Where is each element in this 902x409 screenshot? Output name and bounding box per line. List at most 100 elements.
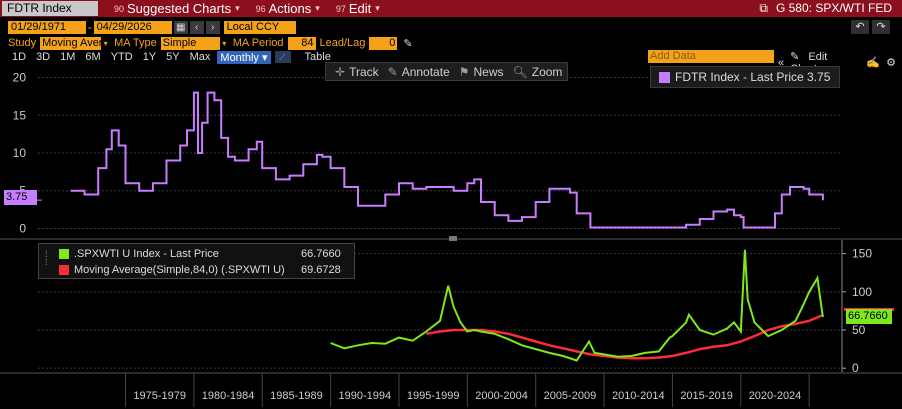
date-range-row: 01/29/1971 - 04/29/2026 ▦ ‹ › Local CCY … [0, 20, 902, 35]
drag-handle-icon[interactable]: ⁞ ⁞ [45, 249, 48, 267]
upper-y-tick-label: 20 [13, 71, 27, 85]
edit-icon[interactable]: ✍ [866, 57, 881, 69]
news-label: News [473, 64, 504, 79]
date-separator: - [88, 21, 92, 34]
upper-legend[interactable]: FDTR Index - Last Price 3.75 [650, 66, 840, 88]
chevron-down-icon: ▾ [219, 36, 229, 50]
legend-value: 66.7660 [301, 248, 341, 260]
track-label: Track [349, 64, 379, 79]
undo-icon[interactable]: ↶ [851, 20, 869, 34]
last-price-tag-upper: 3.75 [4, 190, 37, 205]
lower-y-tick-label: 50 [852, 323, 866, 337]
legend-swatch [59, 265, 69, 275]
table-button[interactable]: Table [304, 51, 331, 63]
redo-icon[interactable]: ↷ [872, 20, 890, 34]
spxwti-series-line [330, 249, 824, 362]
x-tick-label: 2005-2009 [544, 390, 597, 402]
legend-row: Moving Average(Simple,84,0) (.SPXWTI U) [59, 264, 285, 276]
chart-id-label: G 580: SPX/WTI FED [775, 1, 892, 15]
frequency-value: Monthly [220, 51, 259, 64]
pencil-icon: ✎ [790, 51, 803, 63]
frequency-select[interactable]: Monthly ▾ [217, 50, 271, 64]
study-select[interactable]: Moving Aver ▾ [40, 36, 111, 50]
x-tick-label: 1975-1979 [133, 390, 186, 402]
track-button[interactable]: ✛ Track [335, 65, 379, 79]
legend-row: .SPXWTI U Index - Last Price [59, 248, 219, 260]
zoom-label: Zoom [531, 64, 563, 79]
chevron-down-icon: ▾ [101, 36, 111, 50]
ma-type-select[interactable]: Simple ▾ [160, 36, 229, 50]
ma-period-label: MA Period [232, 37, 284, 49]
legend-value: 69.6728 [301, 264, 341, 276]
top-bar: FDTR Index 90 Suggested Charts ▾ 96 Acti… [0, 0, 902, 17]
add-data-input[interactable]: Add Data [648, 50, 774, 63]
next-icon[interactable]: › [205, 21, 220, 34]
study-row: Study Moving Aver ▾ MA Type Simple ▾ MA … [0, 36, 902, 50]
lower-legend[interactable]: ⁞ ⁞ .SPXWTI U Index - Last Price 66.7660 … [38, 243, 355, 279]
news-button[interactable]: ⚑ News [459, 65, 504, 79]
x-tick-label: 2000-2004 [475, 390, 528, 402]
x-tick-label: 2015-2019 [680, 390, 733, 402]
ma-type-label: MA Type [114, 37, 157, 49]
prev-icon[interactable]: ‹ [189, 21, 204, 34]
fdtr-series-line [70, 91, 824, 229]
period-5y[interactable]: 5Y [166, 51, 180, 63]
zoom-button[interactable]: 🔍︎ Zoom [513, 65, 563, 79]
x-tick-label: 1980-1984 [202, 390, 255, 402]
x-tick-label: 1995-1999 [407, 390, 460, 402]
period-1y[interactable]: 1Y [142, 51, 157, 63]
chevron-down-icon: ▾ [315, 3, 320, 13]
lower-y-tick-label: 150 [852, 247, 872, 261]
news-icon: ⚑ [458, 64, 470, 79]
start-date-input[interactable]: 01/29/1971 [8, 21, 86, 34]
annotate-button[interactable]: ✎ Annotate [388, 65, 450, 79]
actions-menu[interactable]: 96 Actions ▾ [256, 1, 320, 16]
upper-y-tick-label: 10 [13, 146, 27, 160]
period-max[interactable]: Max [189, 51, 211, 63]
x-tick-label: 1985-1989 [270, 390, 323, 402]
x-tick-label: 2020-2024 [749, 390, 802, 402]
chevron-down-icon: ▾ [262, 51, 268, 64]
chart-id: ⧉ G 580: SPX/WTI FED [759, 0, 892, 17]
annotate-label: Annotate [401, 64, 450, 79]
collapse-icon[interactable]: « [778, 56, 785, 69]
menu-number: 90 [114, 3, 125, 14]
panel-resize-handle [449, 236, 457, 241]
menu-label: Edit [348, 1, 372, 16]
legend-value: 3.75 [807, 70, 831, 84]
lower-y-tick-label: 100 [852, 285, 872, 299]
calendar-icon[interactable]: ▦ [173, 21, 188, 34]
chevron-down-icon: ▾ [235, 3, 240, 13]
chart-type-icon[interactable]: ⟋ [274, 51, 291, 63]
lower-y-tick-label: 0 [852, 361, 859, 375]
external-link-icon[interactable]: ⧉ [759, 1, 768, 15]
period-6m[interactable]: 6M [85, 51, 101, 63]
pencil-icon[interactable]: ✎ [403, 37, 413, 50]
period-row: 1D 3D 1M 6M YTD 1Y 5Y Max Monthly ▾ ⟋ Ta… [0, 50, 902, 75]
chart-svg[interactable]: 051015200501001501975-19791980-19841985-… [0, 62, 902, 409]
study-label: Study [8, 37, 37, 49]
menu-number: 96 [255, 3, 266, 14]
upper-y-tick-label: 15 [13, 108, 27, 122]
period-3d[interactable]: 3D [36, 51, 51, 63]
menu-label: Actions [268, 1, 312, 16]
ticker-input[interactable]: FDTR Index [2, 1, 98, 16]
currency-select[interactable]: Local CCY [223, 21, 296, 34]
zoom-icon: 🔍︎ [512, 64, 528, 79]
chart-area[interactable]: 051015200501001501975-19791980-19841985-… [0, 62, 902, 409]
period-ytd[interactable]: YTD [110, 51, 133, 63]
period-1m[interactable]: 1M [60, 51, 76, 63]
gear-icon[interactable]: ⚙ [886, 57, 896, 69]
legend-label: .SPXWTI U Index - Last Price [74, 248, 219, 260]
suggested-charts-menu[interactable]: 90 Suggested Charts ▾ [114, 1, 240, 16]
pencil-icon: ✎ [387, 64, 398, 79]
end-date-input[interactable]: 04/29/2026 [93, 21, 172, 34]
legend-label: FDTR Index - Last Price [675, 70, 804, 84]
moving-average-line [426, 313, 824, 360]
lead-lag-label: Lead/Lag [319, 37, 366, 49]
lead-lag-input[interactable]: 0 [369, 36, 398, 50]
ma-type-value: Simple [162, 36, 197, 49]
period-1d[interactable]: 1D [12, 51, 27, 63]
ma-period-input[interactable]: 84 [287, 36, 316, 50]
edit-menu[interactable]: 97 Edit ▾ [336, 1, 380, 16]
